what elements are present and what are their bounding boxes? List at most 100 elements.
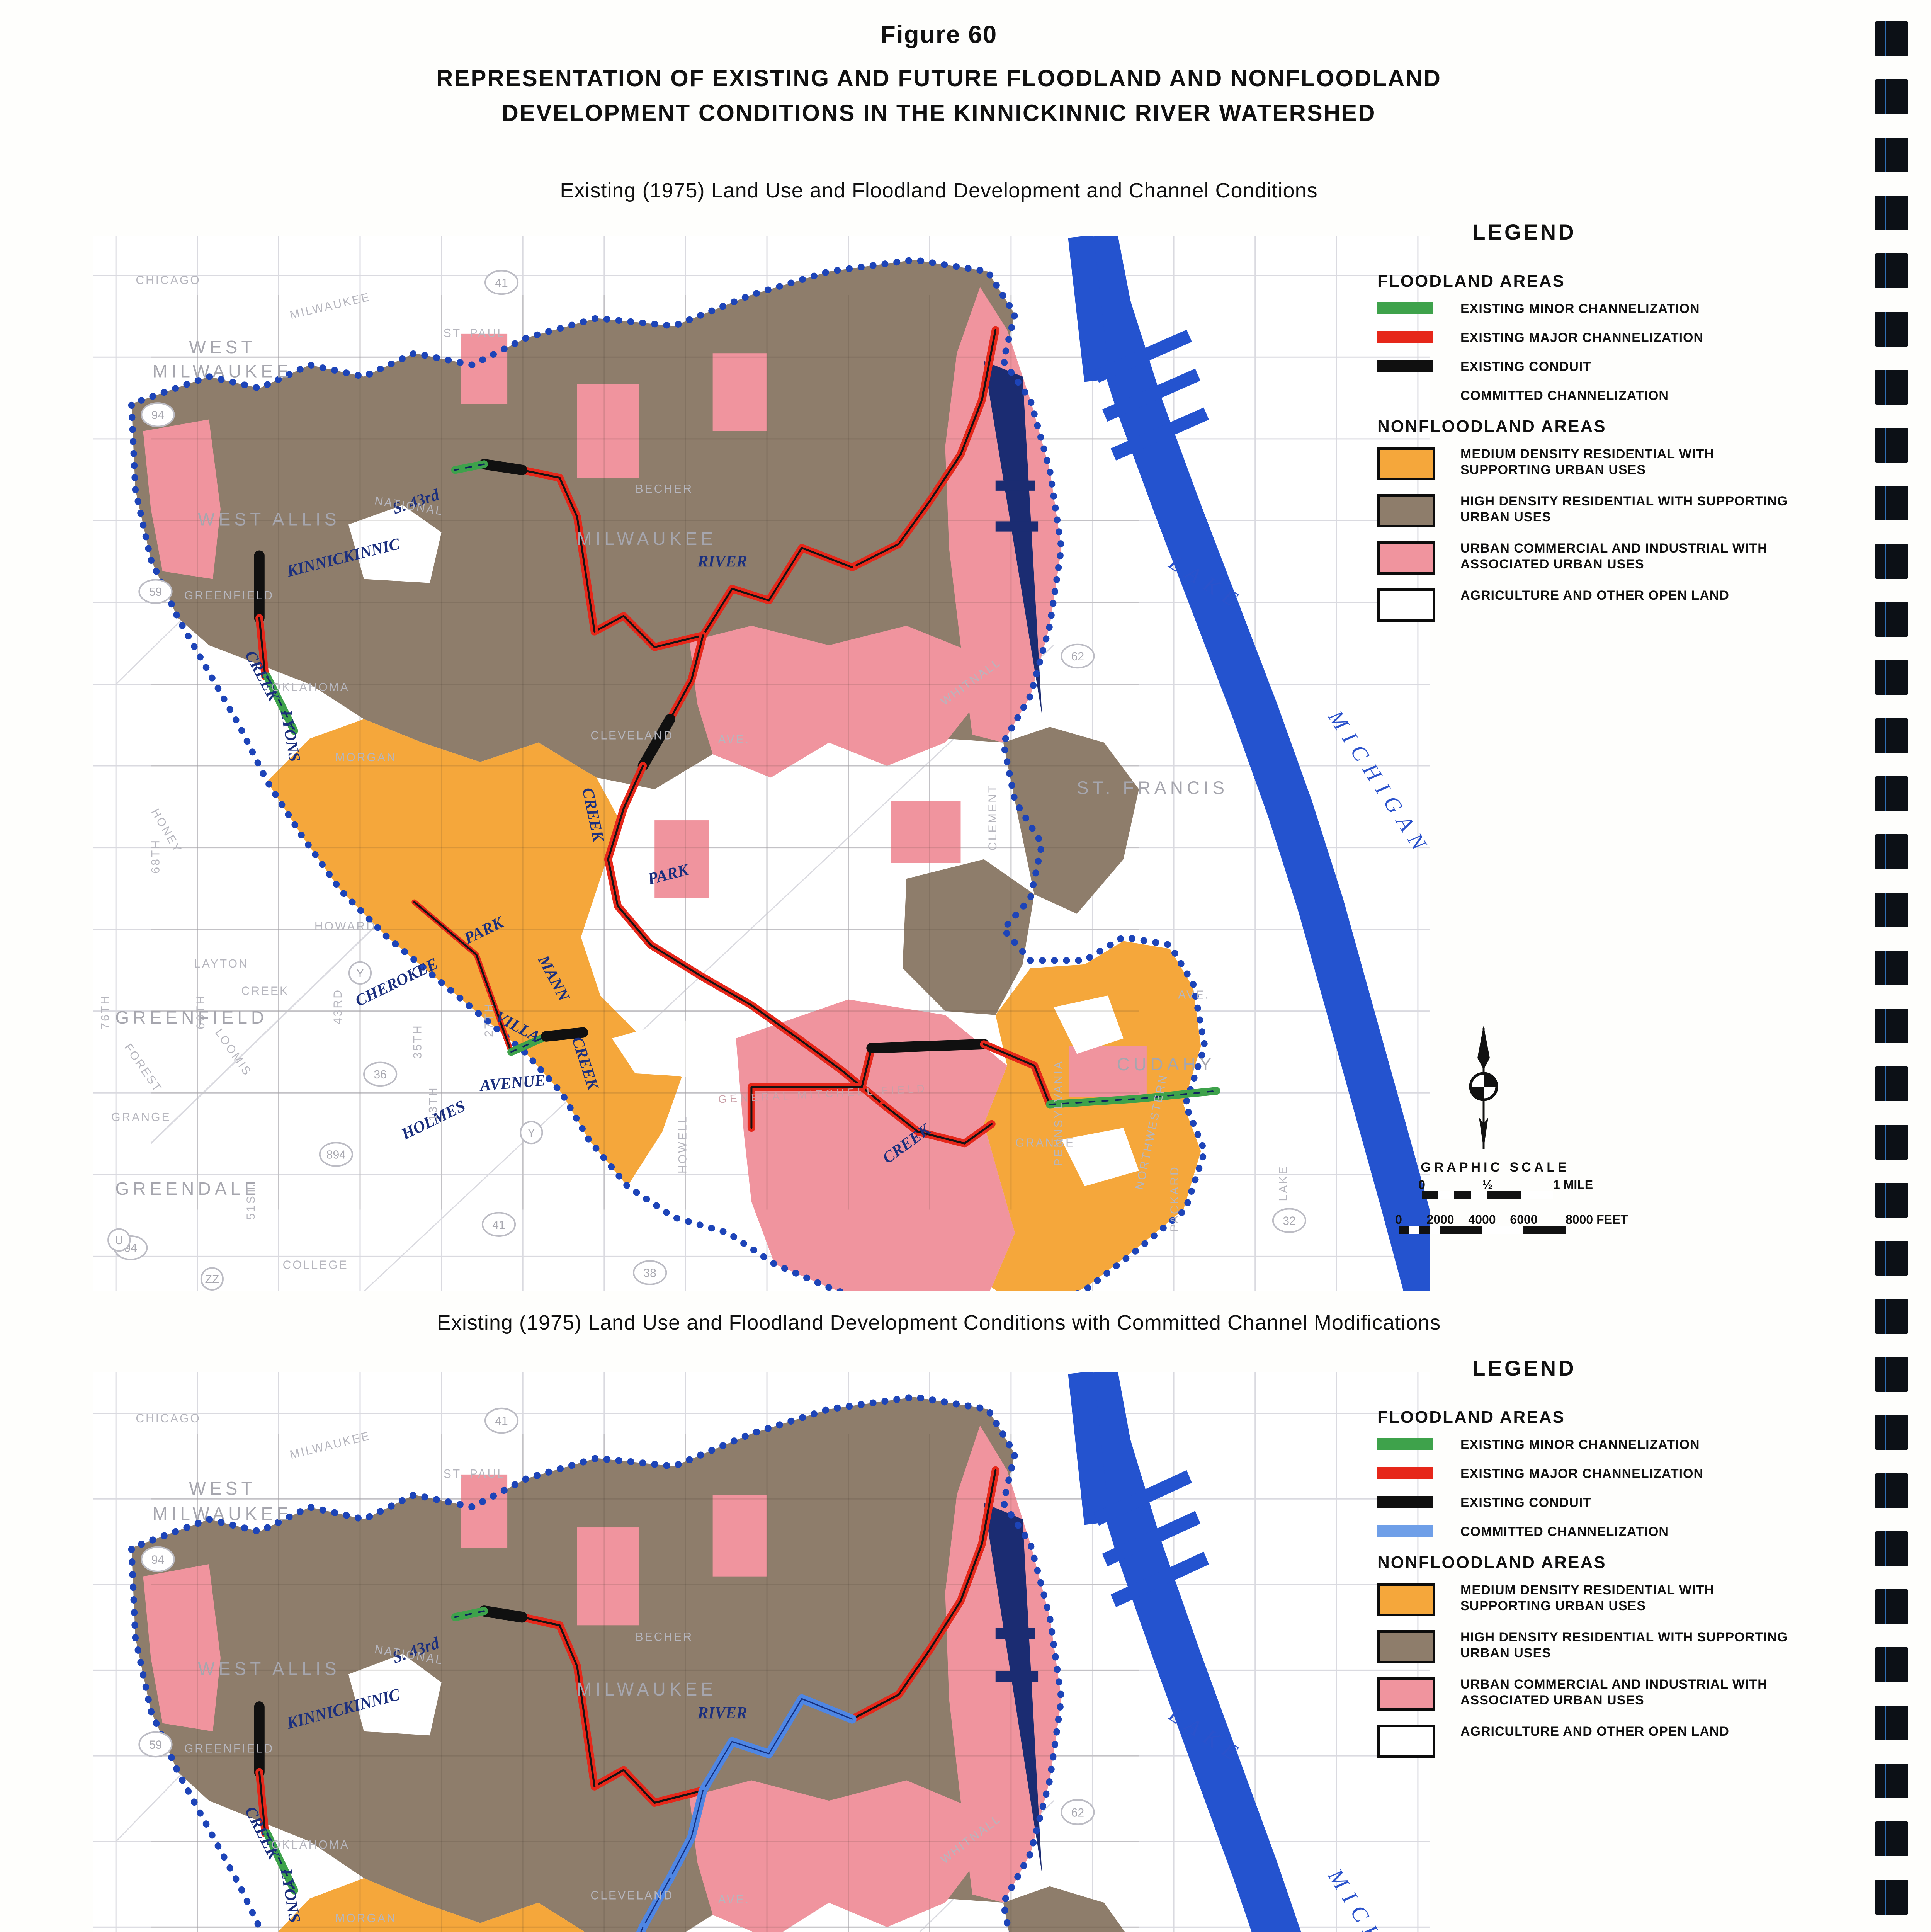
major-line-swatch bbox=[1377, 331, 1433, 343]
map-label-morgan: MORGAN bbox=[335, 751, 396, 764]
harbor-estuary bbox=[984, 1503, 1042, 1874]
binding-mark bbox=[1875, 1241, 1908, 1276]
channels bbox=[254, 1466, 999, 1932]
binding-mark bbox=[1875, 718, 1908, 753]
scale-bar: 0 ½ 1 MILE bbox=[1418, 1178, 1646, 1205]
binding-mark bbox=[1875, 1066, 1908, 1102]
county-route-circle bbox=[107, 1228, 131, 1252]
open-land-area bbox=[348, 1654, 442, 1736]
minor-line-swatch bbox=[1377, 302, 1433, 314]
medium-area-swatch bbox=[1377, 1583, 1435, 1616]
svg-text:94: 94 bbox=[151, 409, 164, 422]
route-shield bbox=[141, 1546, 175, 1573]
legend-item-label: AGRICULTURE AND OTHER OPEN LAND bbox=[1460, 1724, 1729, 1739]
legend-item-label: EXISTING CONDUIT bbox=[1460, 1495, 1592, 1510]
binding-mark bbox=[1875, 486, 1908, 521]
binding-mark bbox=[1875, 79, 1908, 114]
legend-item: HIGH DENSITY RESIDENTIAL WITH SUPPORTING… bbox=[1377, 493, 1837, 527]
route-shield bbox=[481, 1212, 516, 1237]
map-label-morgan: MORGAN bbox=[335, 1911, 396, 1925]
minor-line-swatch bbox=[1377, 1438, 1433, 1450]
legend-item: EXISTING MAJOR CHANNELIZATION bbox=[1377, 330, 1837, 346]
binding-mark bbox=[1875, 1705, 1908, 1740]
binding-mark bbox=[1875, 1879, 1908, 1915]
map-label-river: RIVER bbox=[697, 1703, 747, 1722]
legend-item: URBAN COMMERCIAL AND INDUSTRIAL WITH ASS… bbox=[1377, 1677, 1837, 1711]
binding-mark bbox=[1875, 1821, 1908, 1857]
map-label-ave1: AVE. bbox=[718, 733, 750, 746]
binding-mark bbox=[1875, 1299, 1908, 1334]
open-area-swatch bbox=[1377, 588, 1435, 622]
map-label-michigan: MICHIGAN bbox=[1323, 1864, 1430, 1932]
route-shield bbox=[138, 579, 173, 604]
legend-item: HIGH DENSITY RESIDENTIAL WITH SUPPORTING… bbox=[1377, 1629, 1837, 1663]
map-label-milwaukee: MILWAUKEE bbox=[577, 529, 717, 549]
conduit-line-swatch bbox=[1377, 1496, 1433, 1508]
svg-text:Y: Y bbox=[527, 1127, 535, 1139]
scale-tick-label: 8000 FEET bbox=[1566, 1213, 1628, 1226]
scale-tick-label: 0 bbox=[1395, 1213, 1402, 1226]
conduit-line-swatch bbox=[1377, 360, 1433, 372]
svg-text:41: 41 bbox=[495, 277, 508, 289]
map-label-chicago_rr: CHICAGO bbox=[136, 274, 201, 287]
figure-title-line2: DEVELOPMENT CONDITIONS IN THE KINNICKINN… bbox=[501, 100, 1376, 126]
legend-item-label: COMMITTED CHANNELIZATION bbox=[1460, 1524, 1669, 1539]
legend-item: COMMITTED CHANNELIZATION bbox=[1377, 388, 1837, 404]
binding-mark bbox=[1875, 253, 1908, 289]
map-label-n35th: 35TH bbox=[411, 1024, 424, 1059]
map-label-greenfield_c: GREENFIELD bbox=[115, 1007, 268, 1027]
legend-item-label: MEDIUM DENSITY RESIDENTIAL WITH SUPPORTI… bbox=[1460, 447, 1714, 477]
route-shield bbox=[138, 1731, 173, 1758]
nonfloodland-items: MEDIUM DENSITY RESIDENTIAL WITH SUPPORTI… bbox=[1377, 446, 1837, 622]
map-label-west: WEST bbox=[189, 1478, 256, 1499]
map2-subtitle: Existing (1975) Land Use and Floodland D… bbox=[437, 1311, 1441, 1334]
svg-text:62: 62 bbox=[1071, 650, 1084, 663]
legend-item: MEDIUM DENSITY RESIDENTIAL WITH SUPPORTI… bbox=[1377, 446, 1837, 480]
binding-mark bbox=[1875, 1647, 1908, 1682]
map-label-layton: LAYTON bbox=[194, 957, 249, 970]
map-label-grange2: GRANGE bbox=[1015, 1136, 1075, 1149]
floodland-items: EXISTING MINOR CHANNELIZATION EXISTING MA… bbox=[1377, 301, 1837, 404]
map-label-forest: FOREST bbox=[122, 1041, 165, 1095]
map-label-west_allis: WEST ALLIS bbox=[198, 1658, 340, 1679]
map-label-cleveland: CLEVELAND bbox=[591, 729, 674, 742]
svg-text:41: 41 bbox=[495, 1414, 508, 1428]
floodland-items: EXISTING MINOR CHANNELIZATION EXISTING MA… bbox=[1377, 1437, 1837, 1540]
map-existing-conditions: WEST MILWAUKEE WEST ALLIS MILWAUKEE ST. FRAN… bbox=[93, 236, 1430, 1291]
svg-text:32: 32 bbox=[1283, 1215, 1295, 1228]
conduit bbox=[866, 1039, 989, 1053]
map-label-lyons: LYONS bbox=[277, 708, 304, 763]
svg-text:59: 59 bbox=[149, 1738, 162, 1752]
scale-tick-label: 6000 bbox=[1510, 1213, 1538, 1226]
svg-text:Y: Y bbox=[356, 967, 364, 980]
route-shield bbox=[1272, 1208, 1307, 1233]
county-route-circle bbox=[520, 1121, 543, 1145]
binding-mark bbox=[1875, 544, 1908, 579]
major-line-swatch bbox=[1377, 1467, 1433, 1479]
commercial-area-swatch bbox=[1377, 541, 1435, 575]
legend-item: EXISTING CONDUIT bbox=[1377, 1495, 1837, 1511]
map-root: WEST MILWAUKEE WEST ALLIS MILWAUKEE ST. FRAN… bbox=[93, 236, 1430, 1291]
map-label-lake_st: LAKE bbox=[1277, 1165, 1290, 1201]
map-label-st_paul: ST. PAUL bbox=[444, 327, 505, 340]
committed-line-swatch bbox=[1377, 1525, 1433, 1537]
route-shield bbox=[484, 270, 519, 295]
open-land-area bbox=[612, 1019, 728, 1077]
scale-tick-label: 4000 bbox=[1468, 1213, 1496, 1226]
map-label-greenfield_av: GREENFIELD bbox=[184, 589, 274, 602]
binding-mark bbox=[1875, 1764, 1908, 1798]
map-label-west_allis: WEST ALLIS bbox=[198, 509, 340, 529]
binding-mark bbox=[1875, 834, 1908, 869]
legend-map1: LEGEND FLOODLAND AREAS EXISTING MINOR CH… bbox=[1377, 219, 1837, 635]
scale-tick-label: 2000 bbox=[1426, 1213, 1454, 1226]
map-label-loomis: LOOMIS bbox=[212, 1027, 254, 1079]
open-land-area bbox=[348, 505, 442, 583]
map-label-pennsylvania: PENNSYLVANIA bbox=[1052, 1060, 1065, 1167]
map-label-clement: CLEMENT bbox=[986, 784, 999, 851]
conduit bbox=[637, 714, 675, 771]
map-label-college: COLLEGE bbox=[283, 1259, 348, 1272]
map-label-n43rd: 43RD bbox=[331, 988, 344, 1024]
